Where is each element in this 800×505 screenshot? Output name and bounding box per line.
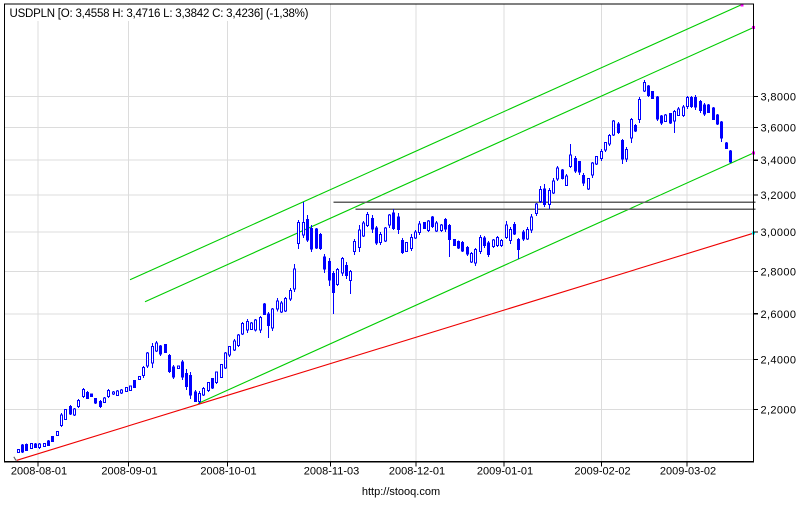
svg-text:2009-03-02: 2009-03-02 <box>660 466 716 478</box>
svg-text:2009-02-02: 2009-02-02 <box>574 466 630 478</box>
svg-text:2008-10-01: 2008-10-01 <box>200 466 256 478</box>
svg-text:3,2000: 3,2000 <box>761 190 797 202</box>
svg-text:2009-01-01: 2009-01-01 <box>477 466 533 478</box>
svg-text:2,4000: 2,4000 <box>761 355 797 367</box>
svg-text:http://stooq.com: http://stooq.com <box>362 486 440 498</box>
svg-text:2008-08-01: 2008-08-01 <box>11 466 67 478</box>
svg-text:3,8000: 3,8000 <box>761 92 797 104</box>
svg-text:3,0000: 3,0000 <box>761 227 797 239</box>
svg-text:2008-12-01: 2008-12-01 <box>389 466 445 478</box>
svg-text:2008-11-03: 2008-11-03 <box>304 466 359 478</box>
svg-text:2,2000: 2,2000 <box>761 405 797 417</box>
svg-text:3,6000: 3,6000 <box>761 123 797 135</box>
svg-text:2,6000: 2,6000 <box>761 309 797 321</box>
svg-text:3,4000: 3,4000 <box>761 155 797 167</box>
svg-text:2,8000: 2,8000 <box>761 266 797 278</box>
svg-text:2008-09-01: 2008-09-01 <box>101 466 157 478</box>
svg-text:USDPLN [O: 3,4558 H: 3,4716 L:: USDPLN [O: 3,4558 H: 3,4716 L: 3,3842 C:… <box>10 8 309 20</box>
